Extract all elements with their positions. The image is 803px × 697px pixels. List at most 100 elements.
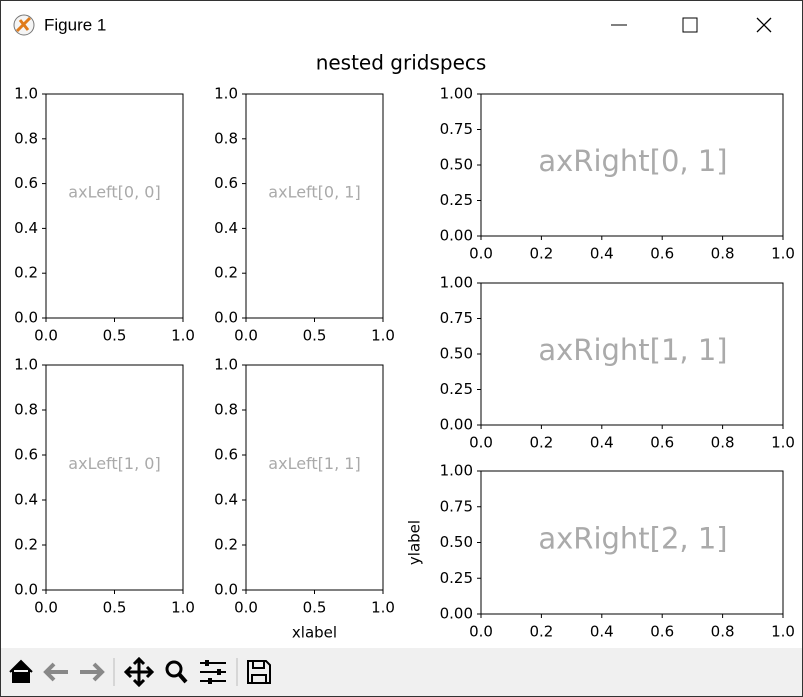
axes-frame (480, 470, 784, 615)
y-tick-label: 0.4 (214, 491, 238, 509)
x-tick-label: 0.5 (303, 327, 327, 345)
y-axis-label: ylabel (406, 520, 424, 565)
y-tick-label: 0.75 (440, 497, 473, 515)
y-tick-label: 0.00 (440, 227, 473, 245)
y-tick-label: 0.75 (440, 120, 473, 138)
axes-annotation: axLeft[0, 0] (68, 183, 160, 202)
y-tick-label: 1.0 (14, 356, 38, 374)
x-tick-label: 0.8 (711, 245, 735, 263)
y-tick-label: 0.2 (214, 536, 238, 554)
title-bar: Figure 1 (13, 14, 772, 36)
suptitle: nested gridspecs (316, 51, 487, 75)
x-tick-label: 0.0 (34, 599, 58, 617)
axes-annotation: axRight[0, 1] (538, 144, 727, 178)
x-tick-label: 0.6 (650, 623, 674, 641)
y-tick-label: 0.4 (14, 491, 38, 509)
y-tick-label: 0.75 (440, 309, 473, 327)
save-button[interactable] (247, 660, 271, 684)
x-tick-label: 1.0 (771, 434, 795, 452)
x-tick-label: 1.0 (371, 599, 395, 617)
x-tick-label: 0.2 (529, 245, 553, 263)
y-tick-label: 0.8 (14, 401, 38, 419)
x-axis-label: xlabel (292, 624, 337, 642)
axes-annotation: axRight[1, 1] (538, 333, 727, 367)
y-tick-label: 0.6 (214, 446, 238, 464)
x-tick-label: 0.6 (650, 434, 674, 452)
y-tick-label: 0.2 (214, 264, 238, 282)
x-tick-label: 0.6 (650, 245, 674, 263)
axes-annotation: axLeft[1, 1] (268, 454, 360, 473)
x-tick-label: 0.0 (469, 245, 493, 263)
back-button[interactable] (43, 662, 68, 682)
pan-button[interactable] (123, 656, 155, 688)
app-icon-glyph (15, 16, 32, 33)
maximize-button[interactable] (682, 17, 698, 33)
x-tick-label: 1.0 (771, 245, 795, 263)
x-tick-label: 1.0 (171, 327, 195, 345)
y-tick-label: 1.0 (214, 85, 238, 103)
axes-frame (45, 93, 184, 319)
axes-frame (45, 364, 184, 591)
y-tick-label: 0.50 (440, 345, 473, 363)
y-tick-label: 0.50 (440, 156, 473, 174)
y-tick-label: 0.4 (214, 219, 238, 237)
x-tick-label: 0.0 (34, 327, 58, 345)
axes-frame (480, 93, 784, 237)
x-tick-label: 0.2 (529, 623, 553, 641)
y-tick-label: 1.00 (440, 462, 473, 480)
zoom-handle (177, 672, 188, 684)
x-tick-label: 1.0 (371, 327, 395, 345)
x-tick-label: 0.0 (469, 434, 493, 452)
x-tick-label: 0.0 (469, 623, 493, 641)
y-tick-label: 0.2 (14, 536, 38, 554)
window-title: Figure 1 (44, 15, 106, 34)
toolbar-background (1, 648, 802, 696)
y-tick-label: 0.2 (14, 264, 38, 282)
configure-sliders (205, 660, 221, 684)
x-tick-label: 0.8 (711, 434, 735, 452)
y-tick-label: 0.50 (440, 533, 473, 551)
close-button[interactable] (756, 17, 772, 33)
y-tick-label: 0.25 (440, 569, 473, 587)
axes-frame (245, 93, 384, 319)
y-tick-label: 0.0 (14, 581, 38, 599)
y-tick-label: 0.25 (440, 191, 473, 209)
y-tick-label: 0.00 (440, 605, 473, 623)
x-tick-label: 0.5 (103, 327, 127, 345)
axes-annotation: axLeft[0, 1] (268, 183, 360, 202)
x-tick-label: 0.4 (590, 434, 614, 452)
y-tick-label: 0.0 (214, 309, 238, 327)
y-tick-label: 0.6 (214, 174, 238, 192)
y-tick-label: 1.0 (214, 356, 238, 374)
y-tick-label: 0.8 (14, 129, 38, 147)
x-tick-label: 0.5 (103, 599, 127, 617)
axes-frame (245, 364, 384, 591)
x-tick-label: 0.4 (590, 623, 614, 641)
configure-button[interactable] (200, 662, 226, 682)
axes-group: 0.0 0.5 1.0 0.0 0.2 0.4 0.6 0.8 1.0 axLeft[0, 0] 0… (14, 85, 795, 642)
y-tick-label: 0.6 (14, 174, 38, 192)
forward-button[interactable] (80, 662, 105, 682)
y-tick-label: 0.8 (214, 401, 238, 419)
home-button[interactable] (9, 659, 33, 683)
y-tick-label: 1.00 (440, 274, 473, 292)
toolbar (1, 648, 802, 696)
axes-frame (480, 282, 784, 426)
x-tick-label: 1.0 (171, 599, 195, 617)
x-tick-label: 0.5 (303, 599, 327, 617)
x-tick-label: 0.0 (234, 599, 258, 617)
y-tick-label: 0.0 (214, 581, 238, 599)
x-tick-label: 1.0 (771, 623, 795, 641)
x-tick-label: 0.2 (529, 434, 553, 452)
axes-annotation: axLeft[1, 0] (68, 454, 160, 473)
y-tick-label: 0.0 (14, 309, 38, 327)
y-tick-label: 0.8 (214, 129, 238, 147)
zoom-button[interactable] (165, 660, 183, 678)
y-tick-label: 1.0 (14, 85, 38, 103)
axes-annotation: axRight[2, 1] (538, 522, 727, 556)
y-tick-label: 0.4 (14, 219, 38, 237)
x-tick-label: 0.8 (711, 623, 735, 641)
y-tick-label: 0.00 (440, 416, 473, 434)
